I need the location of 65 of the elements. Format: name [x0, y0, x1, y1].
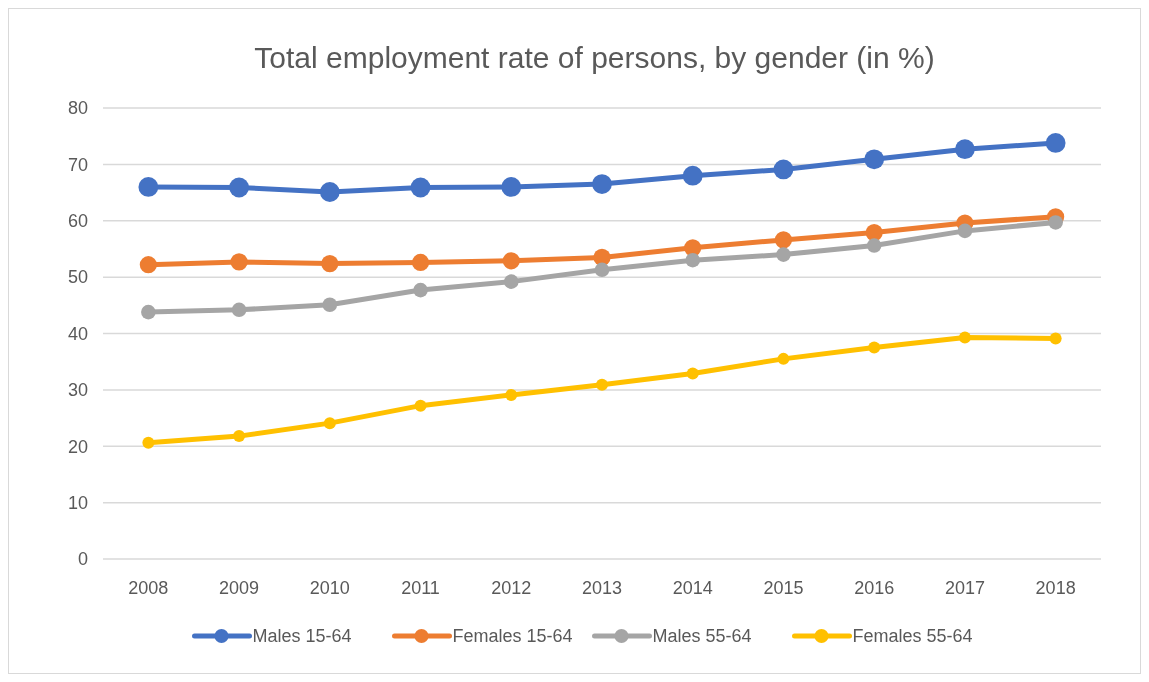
legend-label: Females 15-64 [452, 626, 573, 647]
point [503, 274, 519, 289]
x-tick-label: 2009 [219, 578, 260, 598]
point [319, 182, 340, 202]
x-tick-label: 2008 [128, 578, 169, 598]
y-tick-label: 20 [67, 436, 88, 457]
point [229, 177, 249, 198]
y-tick-label: 10 [67, 492, 88, 513]
point [142, 436, 155, 449]
point [414, 399, 427, 412]
point [1045, 133, 1066, 153]
point [501, 177, 522, 197]
x-tick-label: 2018 [1035, 578, 1076, 598]
point [411, 253, 430, 272]
point [410, 177, 431, 198]
point [1049, 332, 1062, 345]
point [685, 252, 701, 268]
point [233, 430, 246, 443]
point [502, 252, 520, 270]
point [413, 282, 428, 298]
point [864, 149, 885, 170]
point [505, 388, 518, 401]
y-tick-label: 70 [67, 154, 88, 175]
x-tick-label: 2017 [944, 578, 985, 598]
point [957, 223, 973, 239]
point [868, 341, 881, 354]
y-tick-label: 60 [67, 211, 88, 232]
x-tick-label: 2011 [401, 578, 440, 598]
point [230, 253, 248, 271]
point [322, 297, 338, 313]
point [777, 352, 790, 365]
y-tick-label: 80 [67, 98, 88, 119]
legend-label: Females 55-64 [852, 626, 973, 647]
point [138, 177, 159, 197]
point [596, 378, 608, 391]
chart-title: Total employment rate of persons, by gender (in %) [254, 41, 935, 74]
point [231, 302, 247, 318]
y-tick-label: 50 [67, 267, 88, 288]
point [955, 139, 975, 160]
point [594, 262, 610, 278]
x-tick-label: 2013 [581, 578, 623, 598]
y-tick-label: 40 [67, 323, 88, 344]
point [321, 255, 339, 273]
point [592, 174, 612, 195]
point [866, 238, 882, 253]
point [686, 367, 699, 380]
x-tick-label: 2016 [854, 578, 895, 598]
y-tick-label: 0 [77, 549, 88, 570]
point [776, 247, 791, 262]
x-tick-label: 2012 [491, 578, 532, 598]
point [141, 304, 156, 320]
point [1048, 215, 1063, 230]
point [773, 159, 794, 180]
point [958, 331, 971, 344]
x-tick-label: 2010 [309, 578, 350, 598]
point [774, 231, 793, 249]
y-tick-label: 30 [67, 380, 88, 401]
x-tick-label: 2015 [763, 578, 804, 598]
point [323, 417, 336, 430]
legend-label: Males 55-64 [652, 626, 752, 647]
point [865, 223, 883, 242]
point [139, 256, 157, 274]
point [682, 165, 703, 186]
legend-label: Males 15-64 [252, 626, 352, 647]
x-tick-label: 2014 [672, 578, 713, 598]
